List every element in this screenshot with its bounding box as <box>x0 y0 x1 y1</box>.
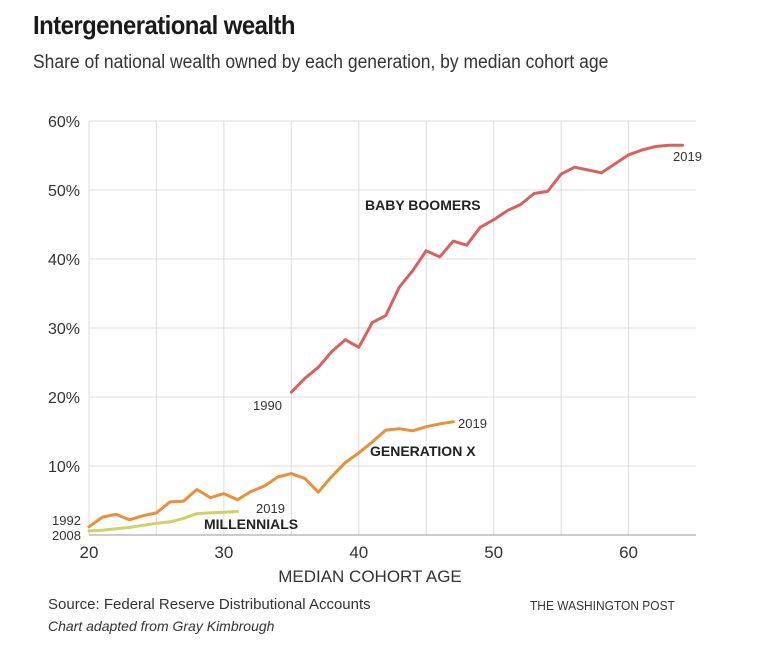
chart-title: Intergenerational wealth <box>33 10 295 40</box>
series-start-label-baby-boomers: 1990 <box>253 398 282 413</box>
series-start-label-millennials: 2008 <box>52 528 81 543</box>
line-chart: 10% 20% 30% 40% 50% 60% 20 30 40 50 60 MEDIAN COH… <box>48 114 702 586</box>
chart-subtitle: Share of national wealth owned by each g… <box>33 52 609 73</box>
y-tick-label: 20% <box>48 390 80 407</box>
x-tick-label: 30 <box>214 543 233 562</box>
series-lines <box>87 143 684 533</box>
series-labels: BABY BOOMERS 1990 2019 GENERATION X 1992 2019… <box>52 149 702 543</box>
y-tick-label: 30% <box>48 321 80 338</box>
grid-lines <box>88 120 696 535</box>
y-tick-label: 40% <box>48 252 80 269</box>
y-tick-label: 50% <box>48 183 80 200</box>
series-end-label-baby-boomers: 2019 <box>673 149 702 164</box>
y-tick-label: 60% <box>48 114 80 131</box>
x-axis-ticks: 20 30 40 50 60 <box>80 543 638 562</box>
x-tick-label: 50 <box>484 543 503 562</box>
series-line-millennials <box>87 510 239 533</box>
x-axis-label: MEDIAN COHORT AGE <box>278 567 462 586</box>
series-end-label-millennials: 2019 <box>256 501 285 516</box>
series-line-baby-boomers <box>289 143 684 394</box>
x-tick-label: 20 <box>80 543 99 562</box>
y-axis-ticks: 10% 20% 30% 40% 50% 60% <box>48 114 80 476</box>
series-start-label-generation-x: 1992 <box>52 513 81 528</box>
series-line-generation-x <box>87 420 455 529</box>
source-note: Source: Federal Reserve Distributional A… <box>48 596 371 613</box>
publisher-credit: THE WASHINGTON POST <box>530 598 675 613</box>
x-tick-label: 40 <box>349 543 368 562</box>
x-tick-label: 60 <box>619 543 638 562</box>
series-end-label-generation-x: 2019 <box>458 416 487 431</box>
series-name-baby-boomers: BABY BOOMERS <box>365 197 481 213</box>
series-name-millennials: MILLENNIALS <box>204 516 298 532</box>
credit-note: Chart adapted from Gray Kimbrough <box>48 618 275 634</box>
series-name-generation-x: GENERATION X <box>370 443 476 459</box>
y-tick-label: 10% <box>48 459 80 476</box>
